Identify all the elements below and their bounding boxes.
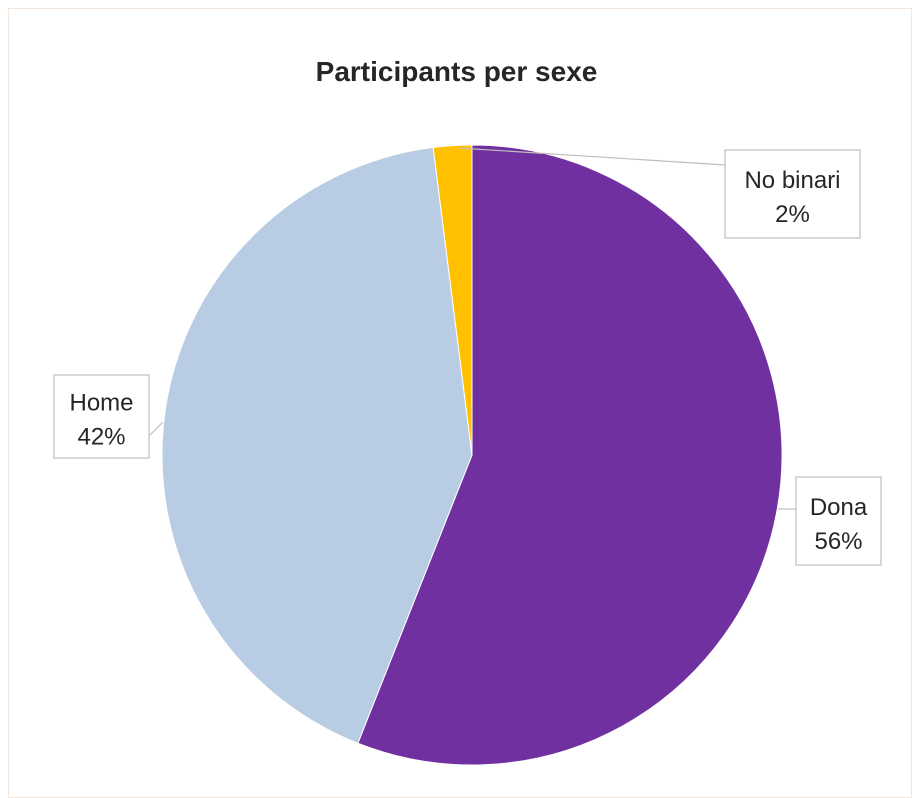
data-label-box: [53, 374, 150, 459]
data-label-percent: 2%: [775, 201, 810, 228]
data-label-percent: 42%: [77, 424, 125, 451]
leader-line-home: [148, 421, 164, 437]
data-label-home: Home 42%: [53, 374, 150, 459]
data-label-dona: Dona 56%: [795, 476, 882, 566]
data-label-percent: 56%: [814, 528, 862, 555]
pie-slice-no-binari: [432, 144, 473, 456]
data-label-no-binari: No binari 2%: [724, 149, 861, 239]
data-label-category: No binari: [744, 167, 840, 194]
data-label-box: [795, 476, 882, 566]
pie-slice-dona: [357, 144, 783, 766]
leader-line-no-binari: [458, 147, 726, 166]
data-label-box: [724, 149, 861, 239]
data-label-category: Dona: [810, 494, 868, 521]
chart-title: Participants per sexe: [315, 56, 598, 87]
data-label-category: Home: [69, 390, 133, 417]
pie-slice-home: [161, 146, 473, 744]
